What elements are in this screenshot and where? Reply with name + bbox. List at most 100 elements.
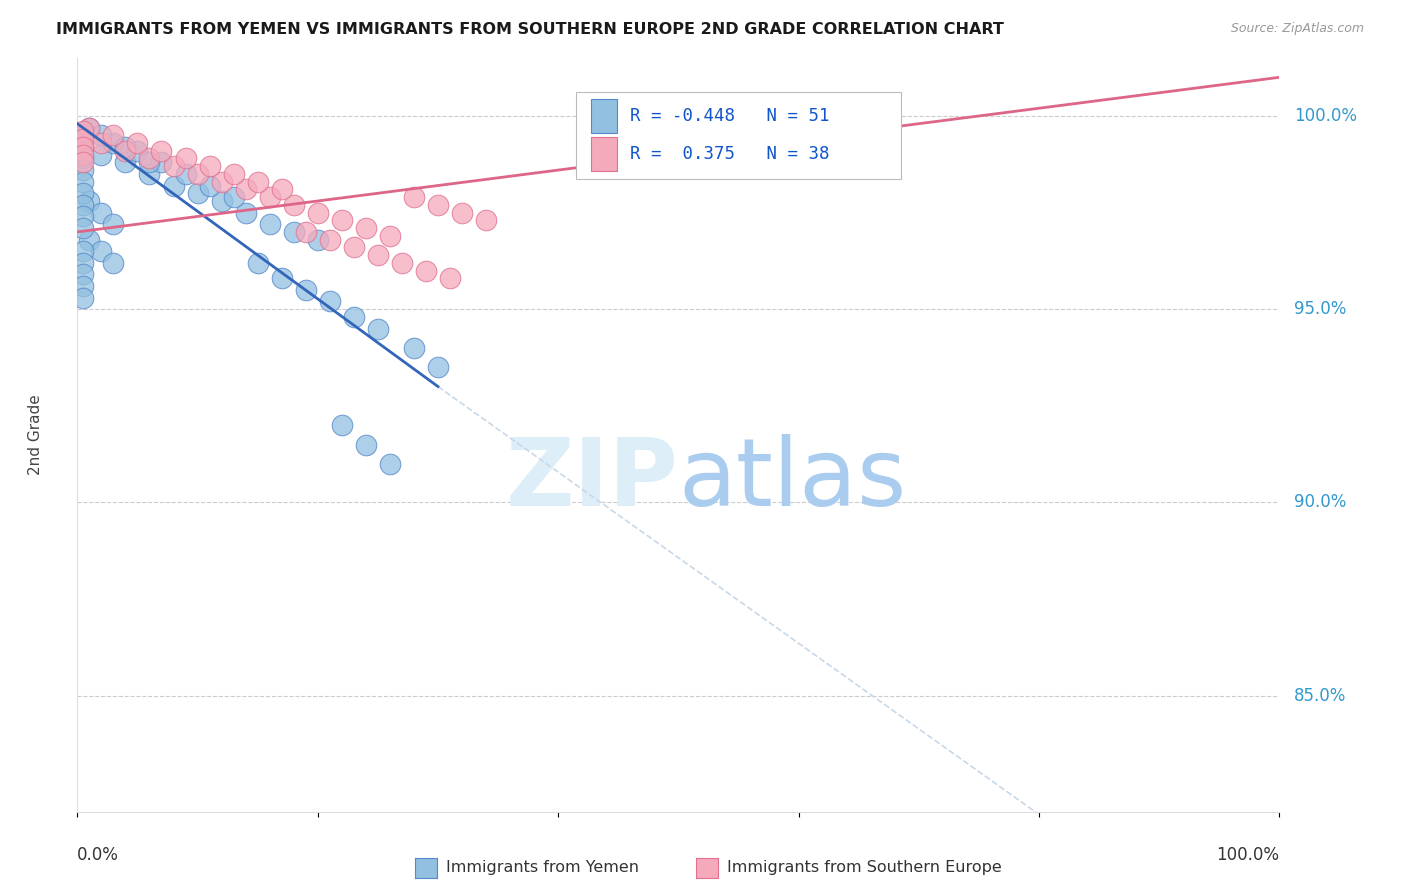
Point	[294, 283, 316, 297]
Point	[114, 144, 136, 158]
Point	[283, 198, 305, 212]
Point	[162, 178, 184, 193]
Point	[415, 263, 437, 277]
Point	[72, 256, 94, 270]
Point	[246, 256, 269, 270]
Point	[72, 244, 94, 259]
Point	[127, 144, 149, 158]
Text: 0.0%: 0.0%	[77, 846, 120, 863]
Point	[72, 163, 94, 178]
Text: Immigrants from Southern Europe: Immigrants from Southern Europe	[727, 861, 1001, 875]
Text: Source: ZipAtlas.com: Source: ZipAtlas.com	[1230, 22, 1364, 36]
Point	[72, 175, 94, 189]
Point	[174, 152, 197, 166]
Point	[451, 205, 474, 219]
Point	[72, 147, 94, 161]
Point	[72, 291, 94, 305]
Point	[235, 205, 257, 219]
Point	[72, 279, 94, 293]
Point	[90, 128, 112, 143]
Point	[103, 217, 125, 231]
Point	[270, 271, 292, 285]
Text: 90.0%: 90.0%	[1294, 493, 1347, 511]
Point	[270, 182, 292, 196]
Point	[79, 120, 101, 135]
Point	[402, 341, 425, 355]
Point	[79, 233, 101, 247]
Point	[138, 155, 160, 169]
Point	[222, 167, 245, 181]
Point	[174, 167, 197, 181]
Point	[378, 457, 401, 471]
Point	[72, 140, 94, 154]
Point	[90, 244, 112, 259]
Point	[367, 248, 389, 262]
Point	[90, 205, 112, 219]
Point	[427, 198, 450, 212]
Bar	[591, 136, 617, 170]
Point	[186, 167, 209, 181]
Point	[307, 205, 329, 219]
Point	[72, 210, 94, 224]
Point	[114, 155, 136, 169]
Point	[235, 182, 257, 196]
Point	[72, 221, 94, 235]
Point	[72, 132, 94, 146]
Text: atlas: atlas	[679, 434, 907, 526]
Point	[79, 194, 101, 208]
Point	[198, 159, 221, 173]
Point	[211, 194, 233, 208]
Point	[319, 233, 342, 247]
Point	[330, 213, 353, 227]
Text: 100.0%: 100.0%	[1216, 846, 1279, 863]
Point	[72, 140, 94, 154]
Text: ZIP: ZIP	[506, 434, 679, 526]
Point	[427, 360, 450, 375]
Point	[72, 198, 94, 212]
Point	[402, 190, 425, 204]
Point	[90, 136, 112, 150]
Text: 85.0%: 85.0%	[1294, 687, 1347, 705]
Point	[72, 155, 94, 169]
FancyBboxPatch shape	[576, 92, 901, 178]
Text: R = -0.448   N = 51: R = -0.448 N = 51	[630, 107, 830, 125]
Point	[294, 225, 316, 239]
Bar	[591, 99, 617, 133]
Point	[103, 128, 125, 143]
Point	[211, 175, 233, 189]
Point	[72, 124, 94, 138]
Point	[79, 120, 101, 135]
Point	[150, 144, 173, 158]
Text: 2nd Grade: 2nd Grade	[28, 394, 42, 475]
Text: IMMIGRANTS FROM YEMEN VS IMMIGRANTS FROM SOUTHERN EUROPE 2ND GRADE CORRELATION C: IMMIGRANTS FROM YEMEN VS IMMIGRANTS FROM…	[56, 22, 1004, 37]
Point	[150, 155, 173, 169]
Point	[138, 167, 160, 181]
Point	[391, 256, 413, 270]
Point	[439, 271, 461, 285]
Point	[103, 256, 125, 270]
Point	[343, 240, 366, 254]
Point	[162, 159, 184, 173]
Point	[72, 128, 94, 143]
Point	[259, 190, 281, 204]
Point	[103, 136, 125, 150]
Point	[330, 418, 353, 433]
Point	[72, 186, 94, 201]
Point	[72, 152, 94, 166]
Point	[127, 136, 149, 150]
Point	[72, 268, 94, 282]
Text: Immigrants from Yemen: Immigrants from Yemen	[446, 861, 638, 875]
Text: 95.0%: 95.0%	[1294, 301, 1347, 318]
Point	[222, 190, 245, 204]
Point	[198, 178, 221, 193]
Point	[475, 213, 498, 227]
Point	[319, 294, 342, 309]
Text: R =  0.375   N = 38: R = 0.375 N = 38	[630, 145, 830, 162]
Point	[259, 217, 281, 231]
Point	[354, 437, 377, 451]
Point	[354, 221, 377, 235]
Point	[283, 225, 305, 239]
Point	[378, 228, 401, 243]
Point	[90, 147, 112, 161]
Point	[307, 233, 329, 247]
